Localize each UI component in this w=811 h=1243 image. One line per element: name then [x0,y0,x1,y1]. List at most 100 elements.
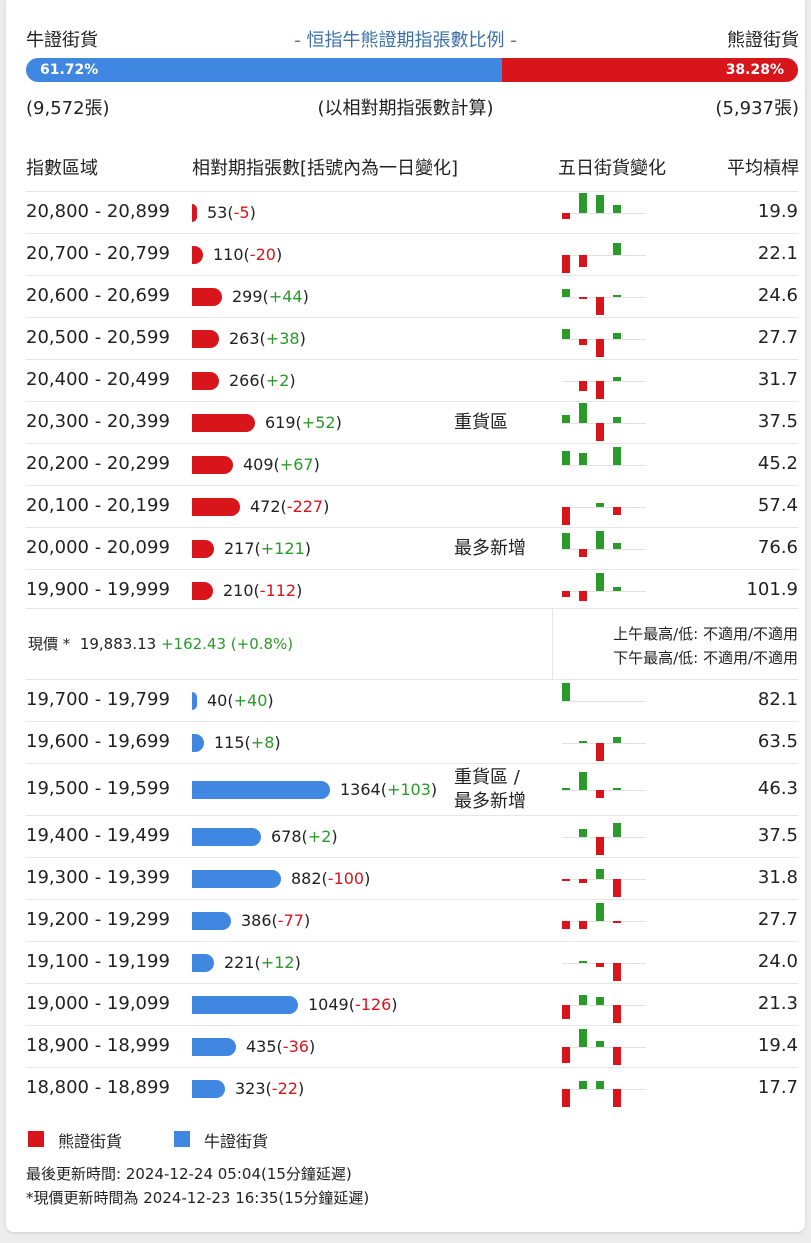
one-day-change: +103 [386,780,431,799]
contracts-value: 1364(+103) [340,780,438,799]
one-day-change: +2 [265,371,290,390]
index-range: 19,900 - 19,999 [26,579,170,600]
spark-baseline [562,549,646,550]
spark-bar [579,255,587,267]
five-day-change-chart [562,901,646,941]
spark-bar [613,333,621,339]
one-day-change: +40 [233,691,268,710]
am-high-low: 上午最高/低: 不適用/不適用 [613,625,798,643]
contracts-count: 386 [241,911,272,930]
average-leverage: 31.7 [757,369,798,390]
bear-contracts-bar [192,372,219,390]
index-range: 19,400 - 19,499 [26,825,170,846]
spark-baseline [562,507,646,508]
spark-bar [596,790,604,798]
contracts-value: 409(+67) [243,455,320,474]
spark-baseline [562,465,646,466]
spark-bar [596,743,604,761]
bear-row-20100: 20,100 - 20,199 472(-227) 57.4 [26,485,798,528]
five-day-change-chart [562,723,646,763]
average-leverage: 37.5 [757,825,798,846]
index-range: 20,000 - 20,099 [26,537,170,558]
contracts-value: 323(-22) [235,1079,305,1098]
spark-baseline [562,837,646,838]
spark-bar [613,1089,621,1107]
bull-contracts-bar [192,1080,225,1098]
spark-bar [596,381,604,399]
spark-bar [562,451,570,465]
spark-bar [596,423,604,441]
zone-label: 重貨區 / 最多新增 [454,767,526,812]
five-day-change-chart [562,487,646,527]
spark-bar [579,381,587,391]
spark-bar [562,1047,570,1063]
spark-bar [579,297,587,299]
contracts-value: 619(+52) [265,413,342,432]
spark-bar [613,587,621,591]
spark-baseline [562,591,646,592]
index-range: 20,700 - 20,799 [26,243,170,264]
divider [552,609,553,679]
spark-bar [613,1005,621,1023]
last-updated: 最後更新時間: 2024-12-24 05:04(15分鐘延遲) [26,1165,352,1183]
index-range: 20,800 - 20,899 [26,201,170,222]
average-leverage: 45.2 [757,453,798,474]
contracts-count: 619 [265,413,296,432]
spark-bar [579,403,587,423]
spark-baseline [562,790,646,791]
contracts-count: 1364 [340,780,381,799]
bear-contracts-bar [192,288,222,306]
count-note: (以相對期指張數計算) [317,98,494,119]
average-leverage: 19.4 [757,1035,798,1056]
average-leverage: 19.9 [757,201,798,222]
bull-contracts-bar [192,954,214,972]
contracts-count: 678 [271,827,302,846]
spark-bar [596,1041,604,1047]
current-price-row: 現價 * 19,883.13 +162.43 (+0.8%) 上午最高/低: 不… [26,608,798,679]
bear-legend-label: 熊證街貨 [58,1132,123,1151]
spark-bar [596,1081,604,1089]
five-day-change-chart [562,319,646,359]
spark-bar [613,295,621,297]
one-day-change: +67 [279,455,314,474]
index-range: 18,900 - 18,999 [26,1035,170,1056]
one-day-change: -5 [233,203,250,222]
contracts-count: 210 [223,581,254,600]
contracts-value: 110(-20) [213,245,283,264]
spark-bar [579,591,587,601]
one-day-change: +44 [268,287,303,306]
column-header-leverage: 平均槓桿 [727,158,799,179]
column-header-range: 指數區域 [26,158,98,179]
bear-contracts-bar [192,456,233,474]
column-header-contracts: 相對期指張數[括號內為一日變化] [192,158,459,179]
column-header-five-day: 五日街貨變化 [558,158,666,179]
price-label: 現價 * [28,635,71,653]
contracts-count: 221 [224,953,255,972]
contracts-count: 263 [229,329,260,348]
bear-row-20800: 20,800 - 20,899 53(-5) 19.9 [26,191,798,234]
spark-bar [579,339,587,345]
contracts-value: 217(+121) [224,539,311,558]
bull-row-19000: 19,000 - 19,099 1049(-126) 21.3 [26,983,798,1026]
bear-contracts-bar [192,582,213,600]
average-leverage: 27.7 [757,327,798,348]
contracts-count: 40 [207,691,228,710]
bull-contracts-bar [192,996,298,1014]
average-leverage: 27.7 [757,909,798,930]
bull-contracts-bar [192,828,261,846]
spark-bar [596,963,604,967]
one-day-change: -36 [282,1037,309,1056]
five-day-change-chart [562,529,646,569]
bear-count: (5,937張) [715,98,799,119]
spark-bar [579,995,587,1005]
bull-contracts-bar [192,1038,236,1056]
spark-bar [562,533,570,549]
average-leverage: 24.6 [757,285,798,306]
spark-bar [613,737,621,743]
bear-row-19900: 19,900 - 19,999 210(-112) 101.9 [26,569,798,612]
spark-bar [613,823,621,837]
spark-bar [579,961,587,963]
index-range: 19,100 - 19,199 [26,951,170,972]
spark-bar [596,837,604,855]
spark-bar [579,879,587,883]
